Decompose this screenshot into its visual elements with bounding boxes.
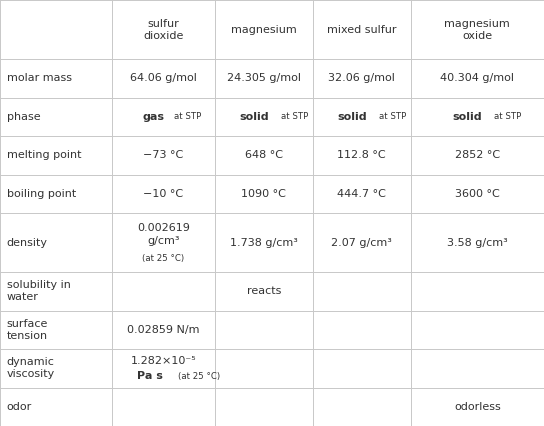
- Text: 648 °C: 648 °C: [245, 150, 283, 160]
- Text: 40.304 g/mol: 40.304 g/mol: [440, 74, 515, 83]
- Text: 2852 °C: 2852 °C: [455, 150, 500, 160]
- Text: boiling point: boiling point: [7, 189, 76, 199]
- Text: at STP: at STP: [379, 112, 406, 121]
- Text: surface
tension: surface tension: [7, 319, 48, 341]
- Text: solubility in
water: solubility in water: [7, 280, 70, 302]
- Text: at STP: at STP: [174, 112, 202, 121]
- Text: odorless: odorless: [454, 402, 500, 412]
- Text: dynamic
viscosity: dynamic viscosity: [7, 357, 55, 379]
- Text: 64.06 g/mol: 64.06 g/mol: [130, 74, 196, 83]
- Text: 112.8 °C: 112.8 °C: [337, 150, 386, 160]
- Text: 1090 °C: 1090 °C: [242, 189, 286, 199]
- Text: 444.7 °C: 444.7 °C: [337, 189, 386, 199]
- Text: g/cm³: g/cm³: [147, 236, 180, 247]
- Text: density: density: [7, 238, 47, 248]
- Text: magnesium: magnesium: [231, 25, 296, 35]
- Text: 0.002619: 0.002619: [137, 223, 190, 233]
- Text: at STP: at STP: [494, 112, 522, 121]
- Text: −10 °C: −10 °C: [143, 189, 183, 199]
- Text: solid: solid: [453, 112, 483, 122]
- Text: 32.06 g/mol: 32.06 g/mol: [329, 74, 395, 83]
- Text: melting point: melting point: [7, 150, 81, 160]
- Text: sulfur
dioxide: sulfur dioxide: [143, 19, 183, 40]
- Text: 0.02859 N/m: 0.02859 N/m: [127, 325, 200, 335]
- Text: gas: gas: [143, 112, 164, 122]
- Text: 3.58 g/cm³: 3.58 g/cm³: [447, 238, 508, 248]
- Text: solid: solid: [337, 112, 367, 122]
- Text: 1.738 g/cm³: 1.738 g/cm³: [230, 238, 298, 248]
- Text: (at 25 °C): (at 25 °C): [178, 371, 220, 380]
- Text: −73 °C: −73 °C: [143, 150, 183, 160]
- Text: odor: odor: [7, 402, 32, 412]
- Text: mixed sulfur: mixed sulfur: [327, 25, 397, 35]
- Text: 2.07 g/cm³: 2.07 g/cm³: [331, 238, 392, 248]
- Text: solid: solid: [239, 112, 269, 122]
- Text: at STP: at STP: [281, 112, 308, 121]
- Text: molar mass: molar mass: [7, 74, 71, 83]
- Text: (at 25 °C): (at 25 °C): [142, 253, 184, 262]
- Text: 1.282×10⁻⁵: 1.282×10⁻⁵: [131, 357, 196, 366]
- Text: Pa s: Pa s: [137, 371, 163, 381]
- Text: reacts: reacts: [246, 287, 281, 296]
- Text: 24.305 g/mol: 24.305 g/mol: [227, 74, 301, 83]
- Text: phase: phase: [7, 112, 40, 122]
- Text: 3600 °C: 3600 °C: [455, 189, 500, 199]
- Text: magnesium
oxide: magnesium oxide: [444, 19, 510, 40]
